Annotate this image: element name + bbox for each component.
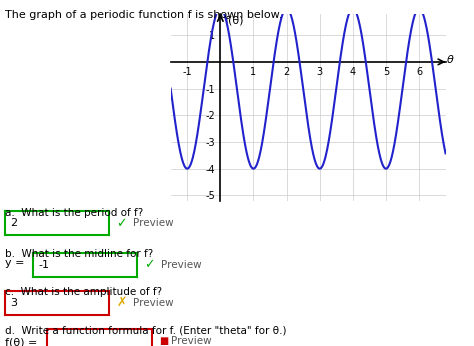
Text: ✗: ✗	[116, 296, 127, 309]
Text: Preview: Preview	[133, 298, 173, 308]
Text: d.  Write a function formula for f. (Enter "theta" for θ.): d. Write a function formula for f. (Ente…	[5, 325, 286, 335]
Text: Preview: Preview	[161, 260, 202, 270]
Text: ✓: ✓	[145, 258, 155, 271]
Text: f(θ) =: f(θ) =	[5, 338, 37, 346]
Text: Preview: Preview	[171, 336, 211, 346]
Text: f(θ): f(θ)	[224, 15, 244, 25]
Text: a.  What is the period of f?: a. What is the period of f?	[5, 208, 143, 218]
Text: b.  What is the midline for f?: b. What is the midline for f?	[5, 249, 153, 259]
Text: 3: 3	[10, 298, 17, 308]
Text: c.  What is the amplitude of f?: c. What is the amplitude of f?	[5, 287, 162, 297]
Text: -1: -1	[38, 260, 49, 270]
Text: ■: ■	[159, 336, 168, 346]
Text: 2: 2	[10, 218, 17, 228]
Text: y =: y =	[5, 258, 24, 268]
Text: ✓: ✓	[116, 217, 127, 230]
Text: θ: θ	[447, 55, 454, 65]
Text: Preview: Preview	[133, 218, 173, 228]
Text: The graph of a periodic function f is shown below.: The graph of a periodic function f is sh…	[5, 10, 282, 20]
